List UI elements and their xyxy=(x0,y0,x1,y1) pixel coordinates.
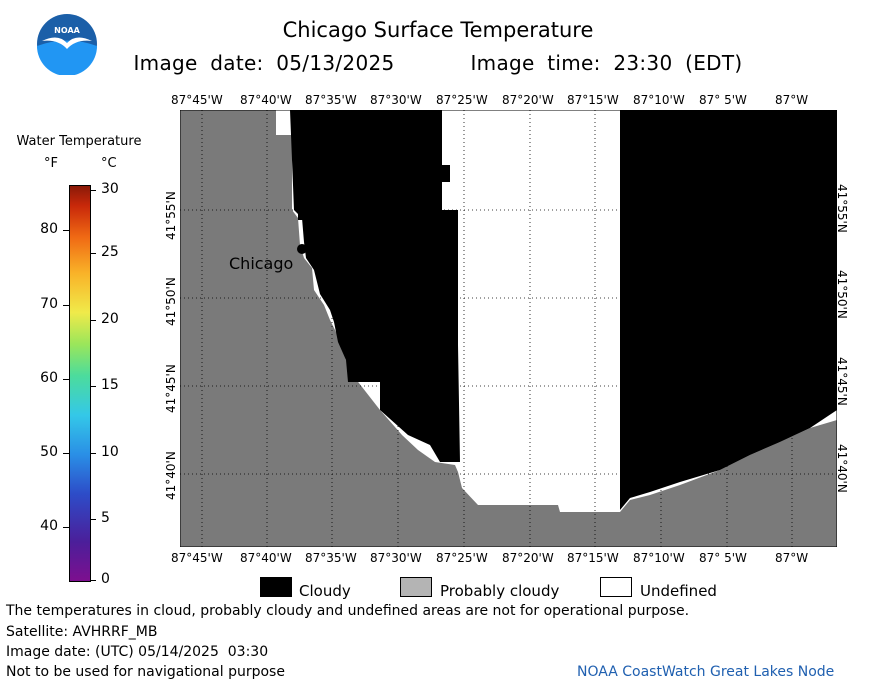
longitude-label: 87°10'W xyxy=(633,93,685,107)
navigation-warning: Not to be used for navigational purpose xyxy=(6,664,285,680)
credit-text: NOAA CoastWatch Great Lakes Node xyxy=(577,664,835,680)
colorbar-tick-c xyxy=(90,519,96,520)
image-date-line: Image date: 05/13/2025 Image time: 23:30… xyxy=(133,51,743,75)
longitude-label: 87°40'W xyxy=(240,551,292,565)
unit-fahrenheit: °F xyxy=(44,156,58,171)
longitude-label: 87°20'W xyxy=(502,93,554,107)
longitude-label: 87°15'W xyxy=(567,93,619,107)
longitude-label: 87°W xyxy=(775,93,809,107)
legend-swatch-probably-cloudy xyxy=(400,577,432,597)
longitude-label: 87°10'W xyxy=(633,551,685,565)
chicago-marker xyxy=(297,244,307,254)
colorbar-label-c-5: 5 xyxy=(101,510,110,526)
latitude-label: 41°55'N xyxy=(164,191,178,240)
latitude-label: 41°45'N xyxy=(164,364,178,413)
map-panel: Chicago xyxy=(180,110,837,547)
colorbar-label-c-30: 30 xyxy=(101,181,119,197)
cloud-area-east xyxy=(620,110,837,510)
page-title: Chicago Surface Temperature xyxy=(282,18,594,42)
colorbar-label-f-50: 50 xyxy=(40,444,58,460)
longitude-label: 87°45'W xyxy=(171,93,223,107)
colorbar-tick-f xyxy=(63,453,69,454)
colorbar-label-f-60: 60 xyxy=(40,370,58,386)
longitude-label: 87° 5'W xyxy=(699,551,747,565)
colorbar-label-c-25: 25 xyxy=(101,244,119,260)
disclaimer-text: The temperatures in cloud, probably clou… xyxy=(6,603,690,619)
longitude-label: 87°30'W xyxy=(370,93,422,107)
colorbar-label-f-40: 40 xyxy=(40,518,58,534)
colorbar-label-c-10: 10 xyxy=(101,444,119,460)
colorbar-label-c-20: 20 xyxy=(101,311,119,327)
longitude-label: 87°30'W xyxy=(370,551,422,565)
unit-celsius: °C xyxy=(101,156,117,171)
colorbar-tick-f xyxy=(63,527,69,528)
longitude-label: 87°35'W xyxy=(305,551,357,565)
colorbar-tick-c xyxy=(90,386,96,387)
colorbar-label-f-70: 70 xyxy=(40,296,58,312)
colorbar-tick-f xyxy=(63,230,69,231)
colorbar-tick-f xyxy=(63,379,69,380)
utc-date-text: Image date: (UTC) 05/14/2025 03:30 xyxy=(6,644,269,660)
latitude-label: 41°40'N xyxy=(835,444,849,493)
colorbar-label-c-15: 15 xyxy=(101,377,119,393)
legend-swatch-cloudy xyxy=(260,577,292,597)
city-label-chicago: Chicago xyxy=(229,254,293,273)
pier-1 xyxy=(298,214,330,220)
longitude-label: 87°25'W xyxy=(436,551,488,565)
latitude-label: 41°45'N xyxy=(835,357,849,406)
longitude-label: 87°20'W xyxy=(502,551,554,565)
colorbar-tick-c xyxy=(90,320,96,321)
legend-label-undefined: Undefined xyxy=(640,582,717,600)
longitude-label: 87°40'W xyxy=(240,93,292,107)
longitude-label: 87°45'W xyxy=(171,551,223,565)
legend-label-probably-cloudy: Probably cloudy xyxy=(440,582,560,600)
colorbar-label-c-0: 0 xyxy=(101,571,110,587)
longitude-label: 87°35'W xyxy=(305,93,357,107)
latitude-label: 41°55'N xyxy=(835,184,849,233)
noaa-logo-icon: NOAA xyxy=(37,14,97,75)
svg-text:NOAA: NOAA xyxy=(54,26,80,35)
legend-label-cloudy: Cloudy xyxy=(299,582,351,600)
colorbar-tick-c xyxy=(90,253,96,254)
colorbar-label-f-80: 80 xyxy=(40,221,58,237)
pier-2 xyxy=(305,246,335,252)
colorbar-tick-f xyxy=(63,305,69,306)
colorbar-tick-c xyxy=(90,453,96,454)
colorbar-title: Water Temperature xyxy=(16,134,142,149)
land-area xyxy=(180,110,837,547)
latitude-label: 41°50'N xyxy=(835,270,849,319)
latitude-label: 41°40'N xyxy=(164,451,178,500)
satellite-text: Satellite: AVHRRF_MB xyxy=(6,624,158,640)
longitude-label: 87°W xyxy=(775,551,809,565)
map-grid xyxy=(180,110,837,547)
cloud-area-west xyxy=(290,110,460,462)
colorbar-tick-c xyxy=(90,580,96,581)
longitude-label: 87° 5'W xyxy=(699,93,747,107)
longitude-label: 87°25'W xyxy=(436,93,488,107)
legend-swatch-undefined xyxy=(600,577,632,597)
temperature-colorbar xyxy=(69,185,91,582)
latitude-label: 41°50'N xyxy=(164,277,178,326)
colorbar-tick-c xyxy=(90,190,96,191)
longitude-label: 87°15'W xyxy=(567,551,619,565)
